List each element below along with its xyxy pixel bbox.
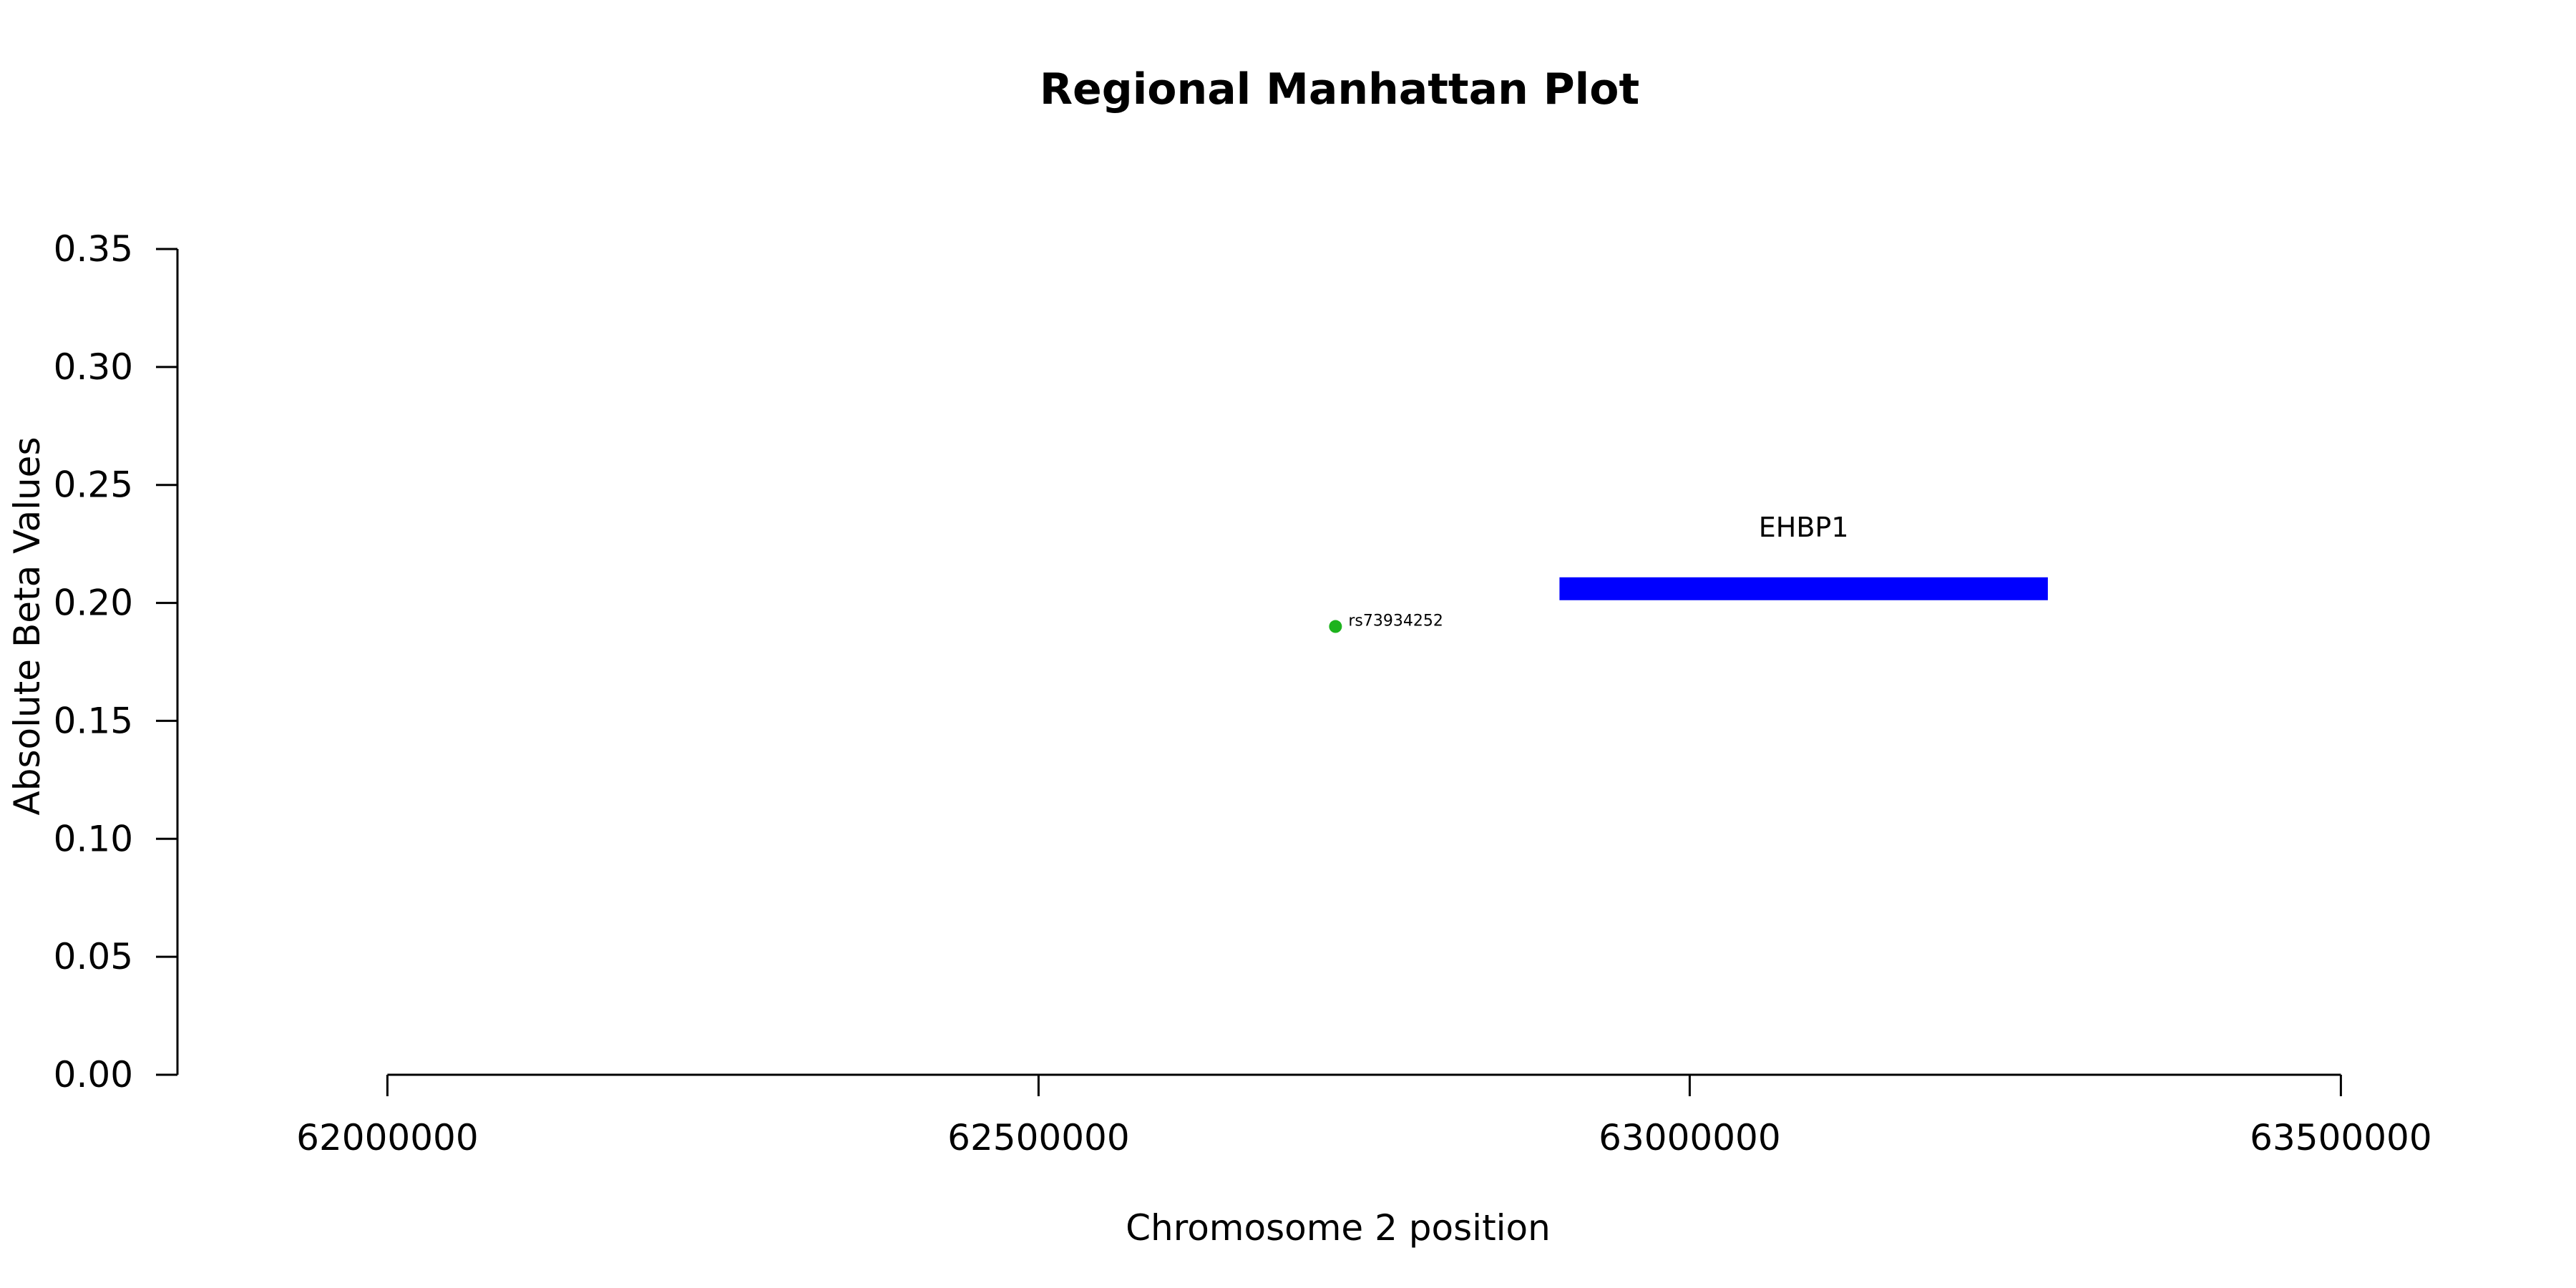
y-tick-label: 0.30 <box>54 346 133 388</box>
y-tick-label: 0.25 <box>54 464 133 506</box>
gene-label: EHBP1 <box>1759 512 1849 543</box>
x-tick-label: 63500000 <box>2250 1117 2432 1158</box>
gene-track: EHBP1 <box>1559 512 2048 600</box>
x-axis: 62000000 62500000 63000000 63500000 <box>296 1073 2432 1158</box>
y-tick-label: 0.35 <box>54 228 133 270</box>
x-tick-label: 62500000 <box>947 1117 1130 1158</box>
x-tick-label: 62000000 <box>296 1117 479 1158</box>
y-tick-label: 0.00 <box>54 1054 133 1096</box>
x-axis-title: Chromosome 2 position <box>1126 1207 1551 1249</box>
y-tick-label: 0.20 <box>54 582 133 624</box>
y-tick-label: 0.05 <box>54 936 133 977</box>
gene-bar <box>1559 577 2048 600</box>
data-points: rs73934252 <box>1329 613 1443 633</box>
chart-title: Regional Manhattan Plot <box>1040 64 1639 114</box>
y-tick-label: 0.10 <box>54 818 133 859</box>
y-tick-label: 0.15 <box>54 700 133 741</box>
y-axis: 0.00 0.05 0.10 0.15 0.20 0.25 0.30 0.35 <box>54 228 179 1096</box>
snp-label: rs73934252 <box>1348 613 1443 630</box>
snp-point <box>1329 620 1342 633</box>
y-axis-title: Absolute Beta Values <box>6 437 48 816</box>
x-tick-label: 63000000 <box>1599 1117 1781 1158</box>
